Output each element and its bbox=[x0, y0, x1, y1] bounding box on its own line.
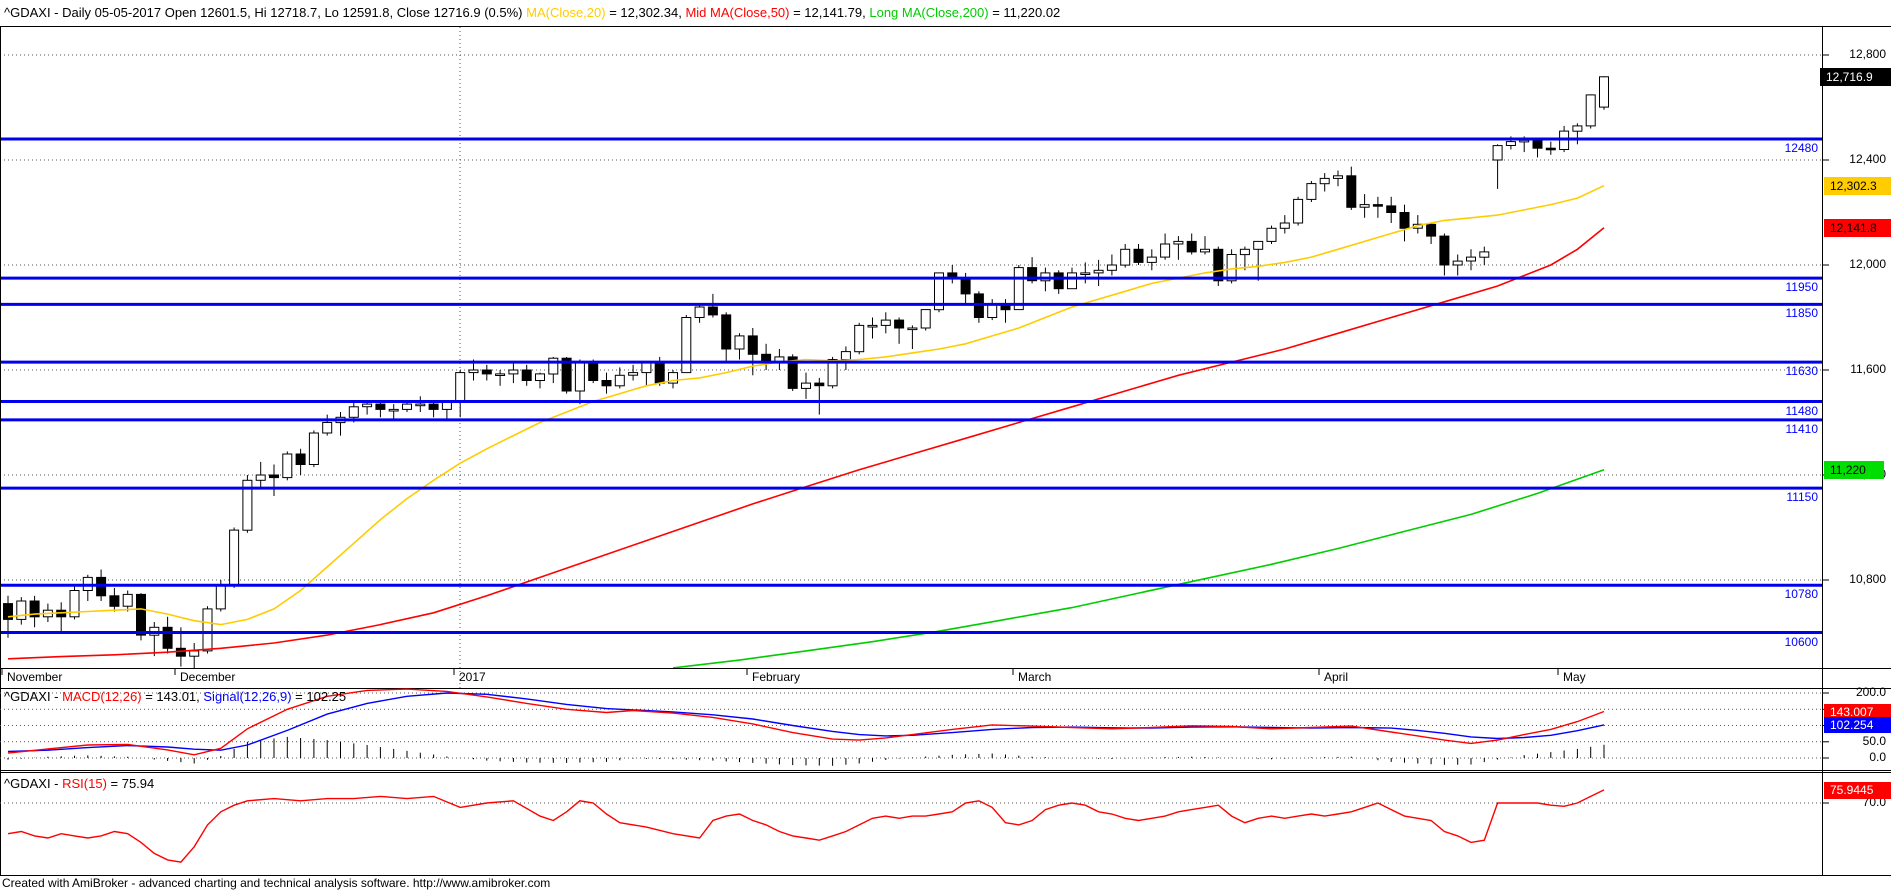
signal-value-badge: 102.254 bbox=[1824, 717, 1891, 733]
sr-level-label: 11410 bbox=[1785, 422, 1818, 436]
price-axis-label: 12,800 bbox=[1849, 47, 1886, 61]
macd-title-macd-label: MACD(12,26) bbox=[62, 689, 142, 704]
rsi-value-badge: 75.9445 bbox=[1824, 782, 1891, 799]
macd-axis-label: 50.0 bbox=[1862, 734, 1886, 748]
rsi-title-symbol: ^GDAXI - bbox=[4, 776, 63, 791]
title-ma200-value: = 11,220.02 bbox=[988, 5, 1061, 20]
date-axis-label: May bbox=[1563, 670, 1586, 684]
sr-level-label: 12480 bbox=[1784, 141, 1818, 155]
rsi-pane-title: ^GDAXI - RSI(15) = 75.94 bbox=[4, 776, 154, 791]
price-axis-label: 12,400 bbox=[1849, 152, 1886, 166]
rsi-title-label: RSI(15) bbox=[62, 776, 107, 791]
chart-title-bar: ^GDAXI - Daily 05-05-2017 Open 12601.5, … bbox=[0, 0, 1891, 26]
macd-title-symbol: ^GDAXI - bbox=[4, 689, 63, 704]
macd-title-macd-value: = 143.01, bbox=[141, 689, 204, 704]
macd-pane-title: ^GDAXI - MACD(12,26) = 143.01, Signal(12… bbox=[4, 689, 346, 704]
title-ma50-label: Mid MA(Close,50) bbox=[685, 5, 790, 20]
date-axis-label: 2017 bbox=[459, 670, 486, 684]
sr-level-label: 11950 bbox=[1785, 280, 1818, 294]
ma200-value-badge: 11,220 bbox=[1824, 461, 1884, 479]
rsi-title-value: = 75.94 bbox=[106, 776, 155, 791]
ma50-value-badge: 12,141.8 bbox=[1824, 219, 1891, 237]
sr-level-label: 10600 bbox=[1784, 635, 1818, 649]
title-ma20-label: MA(Close,20) bbox=[526, 5, 606, 20]
title-ma50-value: = 12,141.79, bbox=[789, 5, 870, 20]
macd-title-signal-value: = 102.25 bbox=[291, 689, 347, 704]
price-axis-label: 10,800 bbox=[1849, 572, 1886, 586]
price-axis-label: 11,600 bbox=[1850, 362, 1886, 376]
ma20-value-badge: 12,302.3 bbox=[1824, 177, 1891, 195]
date-axis-label: February bbox=[752, 670, 801, 684]
footer-credit: Created with AmiBroker - advanced charti… bbox=[2, 876, 551, 890]
title-ma200-label: Long MA(Close,200) bbox=[869, 5, 989, 20]
date-axis-label: April bbox=[1324, 670, 1349, 684]
price-axis-label: 12,000 bbox=[1849, 257, 1886, 271]
date-axis-label: March bbox=[1018, 670, 1052, 684]
sr-level-label: 11630 bbox=[1785, 364, 1818, 378]
sr-level-label: 10780 bbox=[1784, 587, 1818, 601]
macd-title-signal-label: Signal(12,26,9) bbox=[203, 689, 292, 704]
macd-axis-label: 200.0 bbox=[1855, 685, 1886, 699]
title-ma20-value: = 12,302.34, bbox=[605, 5, 686, 20]
date-axis-label: November bbox=[7, 670, 63, 684]
macd-value-badge: 143.007 bbox=[1824, 704, 1891, 720]
sr-level-label: 11480 bbox=[1785, 404, 1818, 418]
date-axis-label: December bbox=[180, 670, 236, 684]
sr-level-label: 11150 bbox=[1786, 490, 1818, 504]
sr-level-label: 11850 bbox=[1785, 306, 1818, 320]
title-ohlc-text: ^GDAXI - Daily 05-05-2017 Open 12601.5, … bbox=[4, 5, 527, 20]
macd-axis-label: 0.0 bbox=[1869, 750, 1886, 764]
close-value-badge: 12,716.9 bbox=[1820, 68, 1891, 86]
